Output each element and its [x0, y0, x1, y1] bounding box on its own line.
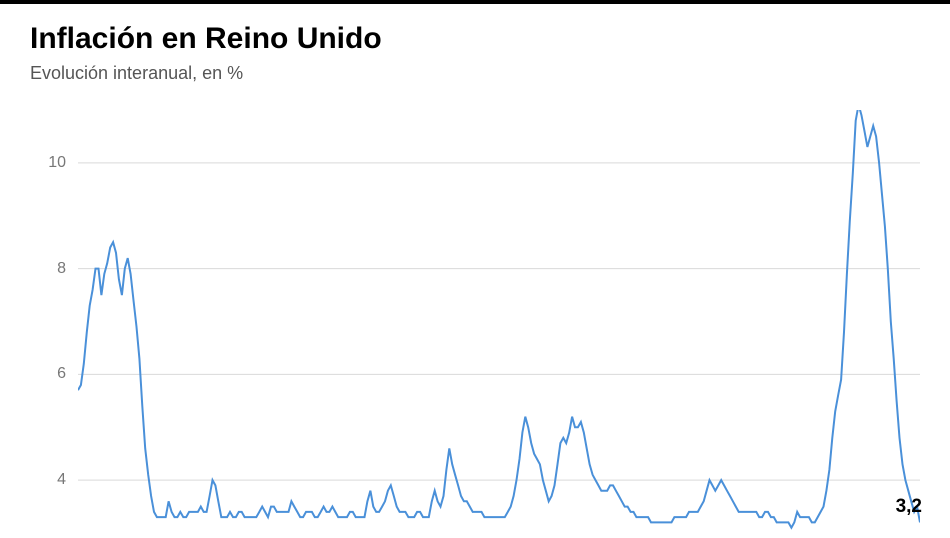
- chart-svg: [78, 110, 920, 533]
- y-tick-label: 4: [57, 471, 66, 489]
- chart-title: Inflación en Reino Unido: [30, 22, 920, 57]
- plot-area: 3,2: [78, 110, 920, 533]
- chart-header: Inflación en Reino Unido Evolución inter…: [0, 4, 950, 84]
- last-value-label: 3,2: [896, 496, 922, 518]
- y-tick-label: 6: [57, 365, 66, 383]
- y-tick-label: 10: [48, 154, 66, 172]
- y-tick-label: 8: [57, 260, 66, 278]
- inflation-line: [78, 110, 920, 528]
- y-axis-labels: 4 6 8 10: [30, 110, 66, 533]
- chart-subtitle: Evolución interanual, en %: [30, 63, 920, 84]
- chart-area: 4 6 8 10 3,2: [30, 110, 920, 533]
